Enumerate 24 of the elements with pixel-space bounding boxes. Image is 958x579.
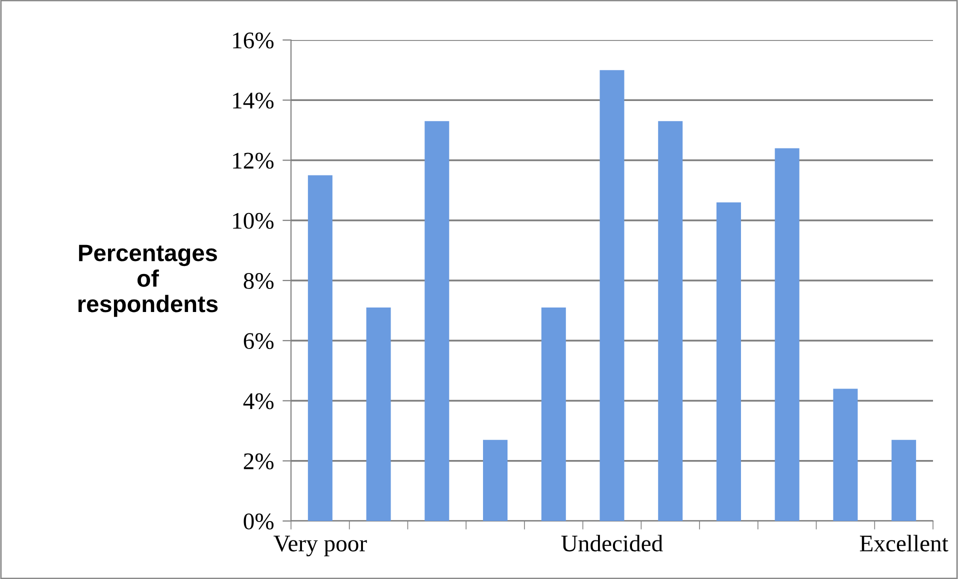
- y-tick-label: 8%: [244, 272, 274, 289]
- bar: [541, 308, 566, 521]
- y-tick-label: 0%: [244, 513, 274, 530]
- x-tick-label: Very poor: [274, 536, 367, 556]
- bar: [483, 440, 508, 521]
- bar: [308, 175, 332, 521]
- bar: [600, 70, 624, 521]
- bar: [716, 202, 741, 521]
- y-tick-label: 6%: [244, 333, 274, 350]
- y-tick-label: 10%: [233, 212, 274, 229]
- y-tick-label: 4%: [243, 393, 274, 410]
- bar: [833, 388, 858, 521]
- x-tick-label: Undecided: [561, 534, 663, 552]
- y-tick-label: 14%: [233, 92, 274, 109]
- bar: [774, 148, 800, 521]
- y-tick-label: 12%: [233, 152, 274, 169]
- bar: [658, 121, 683, 521]
- bar: [366, 308, 391, 521]
- y-tick-label: 2%: [244, 453, 274, 470]
- y-axis-title: Percentages of respondents: [78, 244, 218, 317]
- x-tick-label: Excellent: [860, 534, 948, 552]
- bar: [424, 121, 450, 521]
- bar: [892, 440, 916, 521]
- y-tick-label: 16%: [233, 32, 274, 48]
